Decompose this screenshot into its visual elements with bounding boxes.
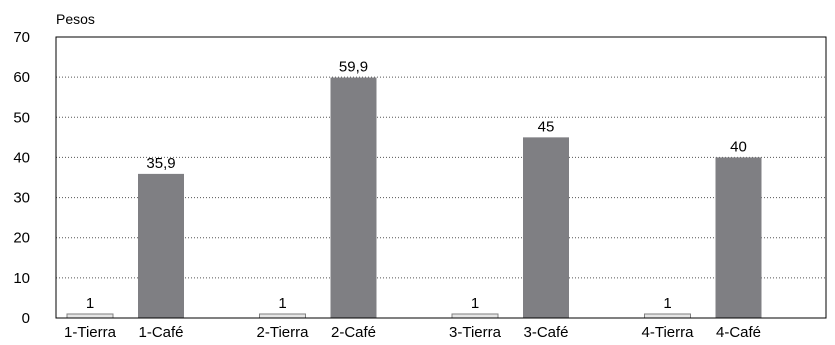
x-category-label: 2-Café [331, 324, 376, 341]
x-category-label: 1-Tierra [64, 324, 117, 341]
bar-cafe [715, 157, 762, 318]
data-label: 45 [538, 118, 555, 135]
y-tick-label: 0 [22, 310, 30, 327]
data-label: 35,9 [146, 155, 175, 172]
x-category-label: 4-Tierra [642, 324, 695, 341]
x-category-label: 3-Tierra [449, 324, 502, 341]
bar-cafe [330, 77, 377, 319]
y-tick-label: 50 [13, 109, 30, 126]
bar-tierra [644, 313, 691, 319]
x-category-label: 1-Café [138, 324, 183, 341]
bar-tierra [451, 313, 499, 319]
data-label: 1 [86, 295, 94, 312]
x-category-label: 2-Tierra [257, 324, 310, 341]
x-axis-labels: 1-Tierra 1-Café 2-Tierra 2-Café 3-Tierra 3-Ca… [64, 324, 761, 341]
y-tick-label: 30 [13, 190, 30, 207]
x-category-label: 4-Café [716, 324, 761, 341]
data-label: 1 [663, 295, 671, 312]
bars [66, 77, 762, 319]
data-label: 59,9 [339, 59, 368, 76]
bar-tierra [259, 313, 306, 319]
data-labels: 1 35,9 1 59,9 1 45 1 40 [86, 59, 747, 312]
y-tick-label: 20 [13, 230, 30, 247]
plot-area-frame [55, 36, 827, 319]
y-axis-ticks: 0 10 20 30 40 50 60 70 [13, 29, 30, 327]
data-label: 40 [730, 138, 747, 155]
bar-tierra [66, 313, 114, 319]
y-tick-label: 70 [13, 29, 30, 46]
bar-cafe [138, 173, 184, 318]
y-tick-label: 60 [13, 69, 30, 86]
bar-cafe [523, 137, 569, 318]
y-axis-unit-label: Pesos [56, 11, 95, 27]
x-category-label: 3-Café [523, 324, 568, 341]
data-label: 1 [278, 295, 286, 312]
data-label: 1 [471, 295, 479, 312]
y-tick-label: 40 [13, 149, 30, 166]
y-tick-label: 10 [13, 270, 30, 287]
